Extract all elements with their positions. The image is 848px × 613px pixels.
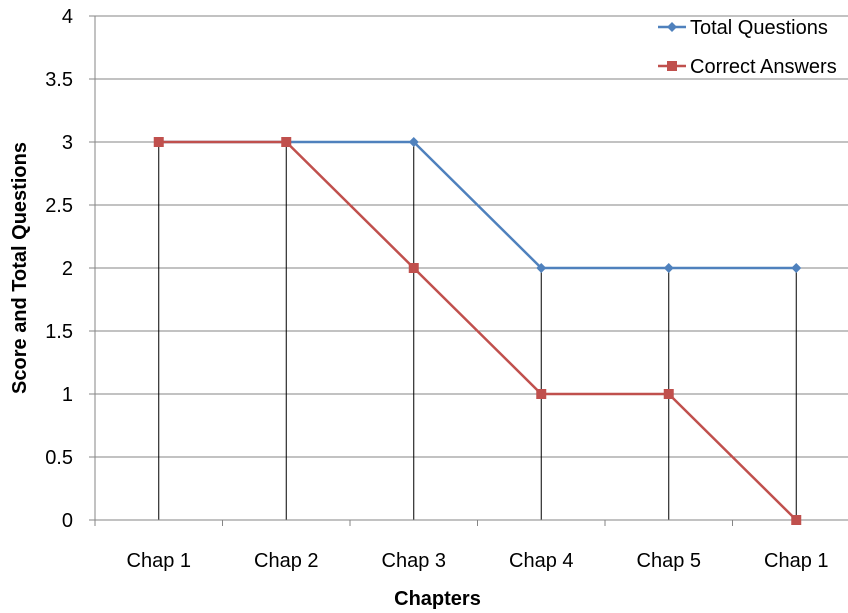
data-point bbox=[663, 263, 674, 273]
x-tick-label: Chap 5 bbox=[637, 550, 702, 572]
x-axis-title: Chapters bbox=[394, 588, 481, 610]
y-tick-label: 0 bbox=[62, 510, 73, 532]
series-line bbox=[158, 140, 798, 521]
x-tick-label: Chap 3 bbox=[382, 550, 447, 572]
legend-item: Total Questions bbox=[658, 17, 828, 39]
data-point bbox=[791, 515, 802, 525]
series-2 bbox=[153, 137, 802, 525]
gridlines bbox=[89, 15, 848, 526]
data-point bbox=[408, 137, 419, 147]
series-group bbox=[153, 137, 802, 525]
y-tick-label: 2 bbox=[62, 258, 73, 280]
x-tick-label: Chap 4 bbox=[509, 550, 574, 572]
legend-label: Correct Answers bbox=[690, 56, 837, 78]
x-tick-labels: Chap 1 Chap 2 Chap 3 Chap 4 Chap 5 Chap 1 bbox=[127, 550, 829, 572]
data-point bbox=[153, 137, 164, 147]
legend-label: Total Questions bbox=[690, 17, 828, 39]
y-tick-label: 4 bbox=[62, 6, 73, 28]
data-point bbox=[408, 263, 419, 273]
y-tick-label: 3 bbox=[62, 132, 73, 154]
y-tick-label: 3.5 bbox=[45, 69, 73, 91]
y-tick-labels: 0 0.5 1 1.5 2 2.5 3 3.5 4 bbox=[45, 6, 73, 532]
y-tick-label: 1.5 bbox=[45, 321, 73, 343]
axes bbox=[89, 16, 848, 521]
data-point bbox=[791, 263, 802, 273]
data-point bbox=[281, 137, 292, 147]
x-tick-label: Chap 1 bbox=[764, 550, 829, 572]
data-point bbox=[536, 263, 547, 273]
legend: Total Questions Correct Answers bbox=[658, 17, 837, 78]
y-tick-label: 2.5 bbox=[45, 195, 73, 217]
data-point bbox=[663, 389, 674, 399]
data-point bbox=[536, 389, 547, 399]
legend-marker bbox=[667, 22, 677, 32]
y-tick-label: 0.5 bbox=[45, 447, 73, 469]
x-tick-label: Chap 2 bbox=[254, 550, 319, 572]
y-tick-label: 1 bbox=[62, 384, 73, 406]
legend-marker bbox=[667, 61, 677, 71]
x-tick-label: Chap 1 bbox=[127, 550, 192, 572]
legend-item: Correct Answers bbox=[658, 56, 837, 78]
y-axis-title: Score and Total Questions bbox=[9, 142, 31, 394]
